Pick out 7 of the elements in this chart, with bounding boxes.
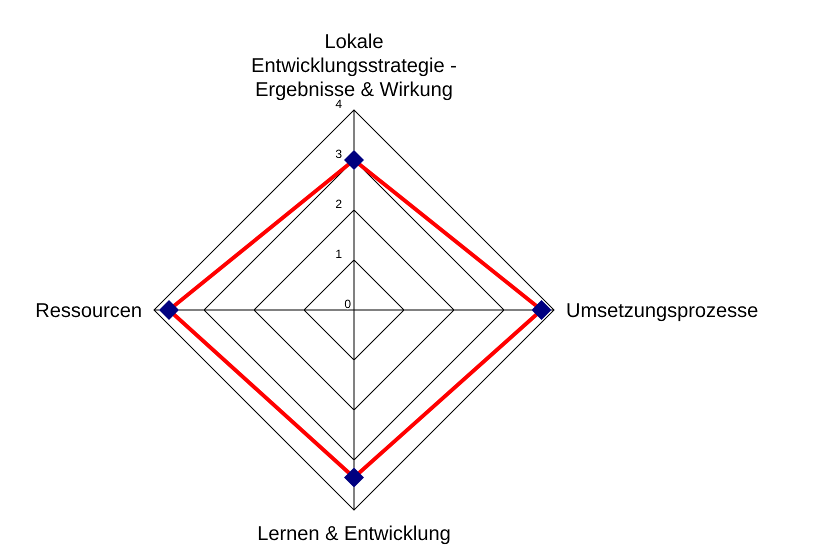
y-tick-label: 2 <box>335 197 342 211</box>
y-tick-label: 3 <box>335 147 342 161</box>
y-tick-label: 0 <box>344 297 352 311</box>
spoke-label: Umsetzungsprozesse <box>566 300 758 322</box>
spoke-label: Lernen & Entwicklung <box>257 523 451 545</box>
spoke-label: Ressourcen <box>35 300 142 322</box>
y-tick-label: 1 <box>335 247 342 261</box>
